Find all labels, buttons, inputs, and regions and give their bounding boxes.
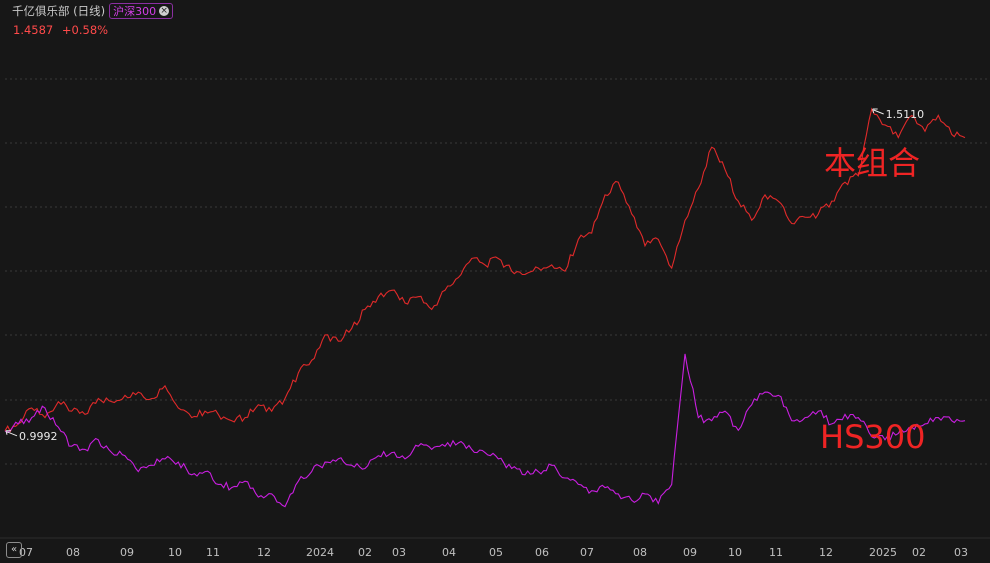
price-stat: 1.4587 +0.58% (13, 23, 113, 37)
compare-chip-label: 沪深300 (113, 5, 157, 18)
x-tick-label: 03 (954, 546, 968, 559)
x-tick-label: 06 (535, 546, 549, 559)
index-label: HS300 (820, 418, 926, 456)
x-tick-label: 02 (912, 546, 926, 559)
series-line-portfolio (4, 107, 966, 433)
annotation-label: 0.9992 (19, 430, 58, 443)
x-tick-label: 10 (168, 546, 182, 559)
change-percent: +0.58% (61, 23, 109, 37)
collapse-icon[interactable]: « (6, 542, 22, 558)
annotation-label: 1.5110 (886, 108, 925, 121)
x-tick-label: 09 (683, 546, 697, 559)
annotation-arrow (873, 109, 884, 115)
annotation-arrowhead (872, 108, 878, 114)
x-tick-label: 04 (442, 546, 456, 559)
x-tick-label: 10 (728, 546, 742, 559)
chart-header: 千亿俱乐部 (日线) 沪深300 × (12, 3, 174, 19)
x-tick-label: 07 (580, 546, 594, 559)
x-tick-label: 12 (257, 546, 271, 559)
x-tick-label: 11 (769, 546, 783, 559)
x-tick-label: 03 (392, 546, 406, 559)
x-tick-label: 08 (66, 546, 80, 559)
annotation-arrowhead (5, 430, 11, 435)
x-tick-label: 12 (819, 546, 833, 559)
annotation-arrow (6, 431, 18, 437)
x-tick-label: 09 (120, 546, 134, 559)
x-tick-label: 05 (489, 546, 503, 559)
x-tick-label: 02 (358, 546, 372, 559)
series-line-index (4, 353, 966, 508)
chart-title: 千亿俱乐部 (日线) (12, 4, 106, 18)
close-icon[interactable]: × (159, 6, 170, 16)
x-tick-label: 11 (206, 546, 220, 559)
x-tick-label: 2025 (869, 546, 897, 559)
current-value: 1.4587 (13, 23, 54, 37)
x-tick-label: 2024 (306, 546, 334, 559)
x-tick-label: 08 (633, 546, 647, 559)
x-tick-label: 07 (19, 546, 33, 559)
portfolio-label: 本组合 (824, 144, 921, 182)
compare-chip[interactable]: 沪深300 × (109, 3, 174, 19)
